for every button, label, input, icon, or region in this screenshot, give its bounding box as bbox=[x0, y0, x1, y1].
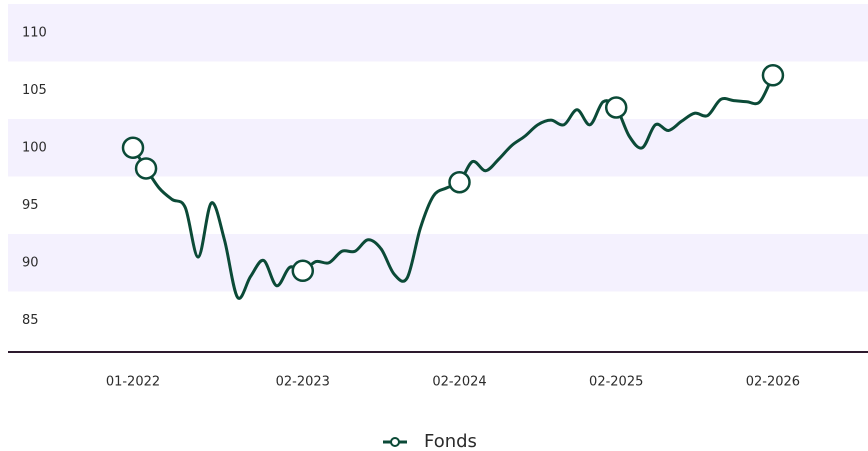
point-marker bbox=[448, 171, 471, 194]
y-tick-label: 85 bbox=[22, 313, 39, 328]
x-tick-label: 02-2023 bbox=[276, 375, 330, 390]
legend-label: Fonds bbox=[424, 431, 477, 451]
legend-marker bbox=[390, 437, 400, 447]
y-tick-label: 95 bbox=[22, 198, 39, 213]
grid-band bbox=[8, 4, 868, 62]
point-marker bbox=[291, 259, 315, 283]
point-marker bbox=[604, 96, 628, 119]
y-tick-label: 110 bbox=[22, 25, 47, 40]
point-marker bbox=[134, 157, 158, 180]
point-marker bbox=[761, 64, 785, 87]
y-tick-label: 105 bbox=[22, 83, 47, 98]
x-tick-label: 02-2024 bbox=[432, 375, 486, 390]
grid-band bbox=[8, 234, 868, 292]
x-tick-label: 02-2025 bbox=[589, 375, 643, 390]
y-tick-label: 90 bbox=[22, 255, 39, 270]
y-tick-label: 100 bbox=[22, 140, 47, 155]
x-tick-label: 01-2022 bbox=[106, 375, 160, 390]
x-tick-label: 02-2026 bbox=[746, 375, 800, 390]
point-marker bbox=[121, 136, 145, 159]
